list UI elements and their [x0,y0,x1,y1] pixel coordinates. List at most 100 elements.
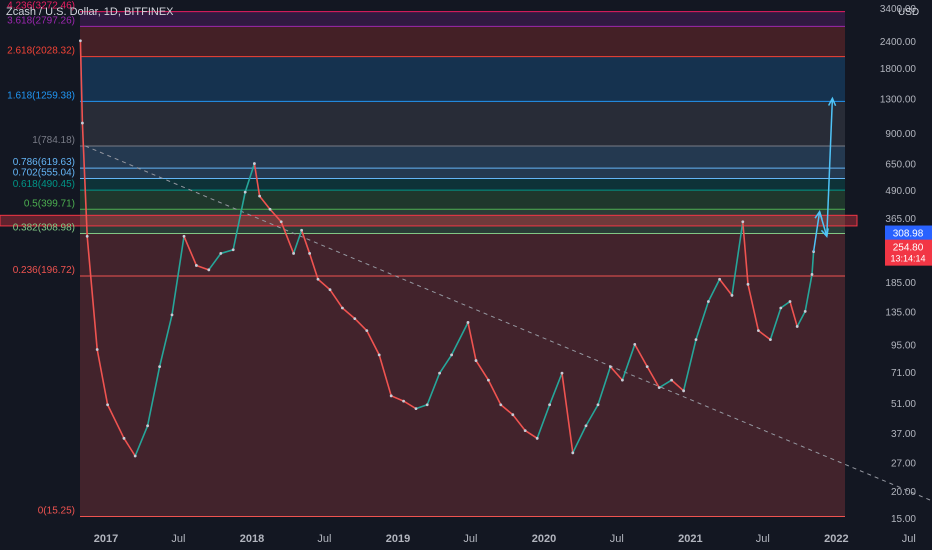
price-point [670,378,673,382]
time-tick-label: Jul [756,533,770,545]
price-segment [769,307,782,341]
price-segment [707,278,721,303]
price-tick-label: 95.00 [891,340,916,351]
price-segment [571,424,587,454]
price-point [584,424,588,428]
price-tick-label: 365.00 [885,214,916,225]
price-point [621,378,624,382]
price-point [633,343,637,346]
currency-unit[interactable]: USD [898,7,920,18]
price-segment [158,314,173,368]
price-segment [390,395,405,402]
price-segment [341,307,356,320]
projection-arrow [818,211,828,237]
fib-level-label: 0.5(399.71) [24,198,75,209]
price-segment [467,321,477,362]
price-segment [134,424,149,457]
price-segment [487,379,502,406]
price-point [182,234,186,238]
price-point [316,277,320,281]
price-point [341,306,344,310]
price-series [79,39,815,458]
price-segment [741,220,749,286]
price-point [609,365,612,369]
price-segment [308,252,319,281]
price-point [300,228,303,232]
price-segment [695,300,710,341]
price-axis[interactable]: 3400.00 2400.00 1800.00 1300.00 900.00 650.00… [880,4,917,525]
price-tick-label: 1300.00 [880,94,917,105]
price-tick-label: 900.00 [885,129,916,140]
price-tick-label: 490.00 [885,186,916,197]
price-segment [232,191,246,251]
price-tick-label: 650.00 [885,160,916,171]
descending-trendline [85,145,932,502]
fib-level-label: 0.702(555.04) [13,167,75,178]
price-point [353,317,357,321]
price-point [253,162,256,165]
price-point [389,394,393,398]
price-point [365,329,369,333]
price-segment [426,372,441,406]
price-point [133,454,137,458]
price-segment [511,413,527,432]
price-segment [524,429,539,440]
fib-band [80,209,845,234]
fib-band [80,26,845,57]
price-segment [438,354,453,374]
price-segment [292,229,303,255]
price-point [414,407,418,411]
price-point [328,288,332,292]
price-point [694,338,698,342]
price-tick-label: 1800.00 [880,64,917,75]
price-point [523,429,527,432]
price-point [730,294,734,297]
price-segment [106,403,125,440]
time-tick-label: 2020 [532,533,556,545]
price-point [158,365,162,369]
time-tick-label: Jul [463,533,477,545]
price-point [746,282,750,286]
price-segment [86,235,98,351]
time-tick-label: 2017 [94,533,118,545]
price-point [195,264,198,267]
resistance-zone-rect [0,214,858,227]
price-point [535,436,539,440]
price-point [81,121,84,125]
price-segment [670,379,685,392]
price-point [425,403,429,407]
price-segment [208,252,222,271]
time-tick-label: Jul [902,533,916,545]
price-point [474,359,478,362]
price-segment [146,365,161,427]
price-point [788,300,792,303]
price-segment [123,437,136,457]
fib-band [80,233,845,276]
price-point [170,313,174,317]
projection-arrow [812,211,821,252]
current-price-badge [885,239,932,266]
price-point [292,252,295,255]
price-segment [499,403,514,416]
price-tick-label: 51.00 [891,399,916,410]
price-segment [258,195,271,211]
price-point [308,252,311,255]
price-point [450,353,453,357]
fib-level-label: 4.236(3272.46) [7,1,75,12]
price-segment [96,348,109,406]
price-segment [415,403,429,410]
price-point [122,436,126,440]
fib-band [80,275,845,517]
price-point [548,403,551,407]
time-axis[interactable]: 2017 Jul 2018 Jul 2019 Jul 2020 Jul 2021 Jul 2022 J… [94,533,932,545]
fibonacci-labels: 0(15.25) 0.236(196.72) 0.382(308.98) 0.5(39… [7,1,75,517]
fib-band [80,168,845,179]
price-point [707,300,710,303]
price-point [487,378,490,382]
price-point [279,220,283,224]
fib-band [80,101,845,146]
price-point [511,413,515,417]
price-tick-label: 15.00 [891,514,916,525]
